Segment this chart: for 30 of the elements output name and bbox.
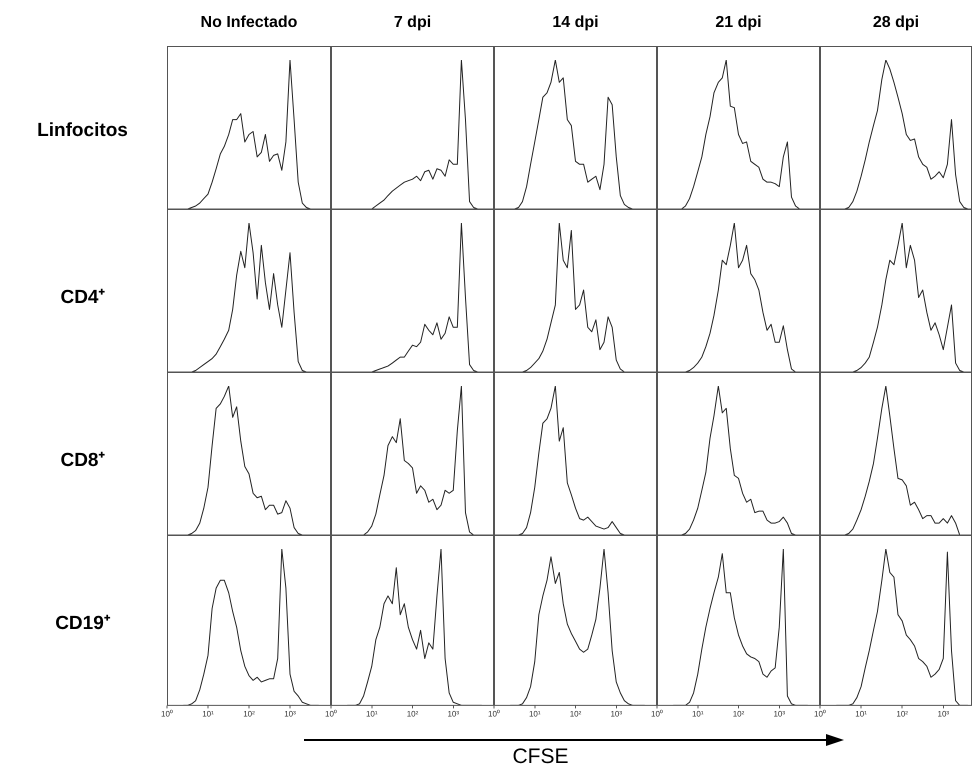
x-tick-label: 10⁰ — [814, 709, 826, 718]
y-axis-title: CD19⁺ — [54, 612, 112, 634]
chart-title: 28 dpi — [872, 14, 920, 32]
chart-title: 21 dpi — [714, 14, 763, 32]
x-tick-label: 10³ — [773, 709, 786, 718]
x-tick-label: 10² — [406, 709, 419, 718]
x-tick-label: 10³ — [447, 709, 460, 718]
chart-title: 7 dpi — [392, 14, 432, 32]
x-tick-label: 10¹ — [855, 709, 868, 718]
x-tick-label: 10² — [896, 709, 908, 718]
y-axis-title: Linfocitos — [36, 120, 129, 142]
chart-title: No Infectado — [200, 14, 298, 32]
x-axis-title: CFSE — [511, 745, 570, 769]
x-tick-label: 10¹ — [366, 709, 378, 718]
x-tick-label: 10⁰ — [488, 709, 500, 718]
x-tick-label: 10² — [570, 709, 582, 718]
x-tick-label: 10⁰ — [161, 709, 173, 718]
x-tick-label: 10⁰ — [651, 709, 663, 718]
x-tick-label: 10¹ — [528, 709, 541, 718]
x-tick-label: 10² — [732, 709, 745, 718]
chart-title: 14 dpi — [551, 14, 600, 32]
x-tick-label: 10³ — [284, 709, 296, 718]
x-tick-label: 10² — [243, 709, 256, 718]
y-axis-title: CD8⁺ — [59, 448, 106, 472]
x-tick-label: 10³ — [937, 709, 950, 718]
x-tick-label: 10¹ — [202, 709, 214, 718]
y-axis-title: CD4⁺ — [59, 286, 106, 308]
x-tick-label: 10¹ — [692, 709, 704, 718]
x-tick-label: 10³ — [610, 709, 622, 718]
x-tick-label: 10⁰ — [325, 709, 337, 718]
